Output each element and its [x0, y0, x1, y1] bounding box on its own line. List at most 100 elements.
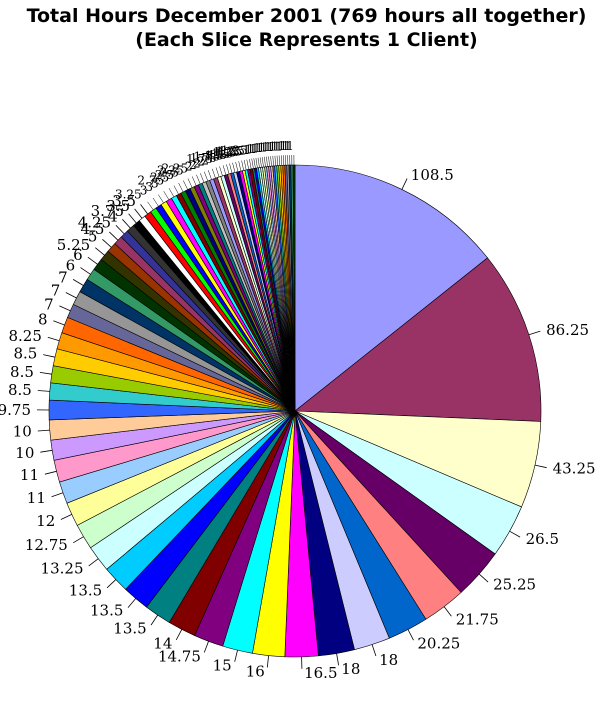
- leader-line: [215, 167, 220, 178]
- leader-line: [44, 470, 57, 475]
- slice-label: 1.75: [190, 151, 217, 165]
- slice-label: 4.5: [81, 220, 105, 238]
- slice-label: 3.5: [106, 197, 130, 215]
- leader-line: [266, 655, 269, 668]
- slice-label: 1: [249, 142, 257, 156]
- slice-label: 2.75: [137, 174, 164, 188]
- leader-line: [53, 320, 65, 326]
- leader-line: [280, 155, 283, 166]
- leader-line: [128, 213, 137, 224]
- leader-line: [183, 180, 188, 190]
- leader-line: [226, 164, 230, 175]
- slice-label: 1: [247, 142, 255, 156]
- leader-line: [72, 536, 84, 544]
- leader-line: [59, 305, 71, 312]
- slice-label: 7: [58, 268, 68, 286]
- slice-label: 1: [242, 143, 250, 157]
- leader-line: [43, 354, 56, 358]
- slice-label: 2.5: [155, 168, 174, 182]
- leader-line: [122, 219, 131, 229]
- slice-label: 1.25: [215, 144, 242, 158]
- leader-line: [401, 178, 408, 190]
- slice-label: 2: [193, 156, 201, 170]
- slice-label: 1: [262, 140, 270, 154]
- leader-line: [283, 155, 285, 166]
- leader-line: [249, 159, 252, 169]
- leader-line: [173, 185, 179, 195]
- leader-line: [72, 279, 84, 286]
- slice-label: 16.5: [304, 664, 337, 682]
- leader-line: [266, 156, 268, 167]
- leader-line: [268, 156, 270, 167]
- leader-line: [238, 161, 242, 172]
- leader-line: [246, 159, 249, 170]
- slice-label: 14.75: [158, 647, 201, 665]
- slice-label: 1: [273, 139, 281, 153]
- slice-label: 10: [15, 444, 34, 462]
- slice-label: 1: [277, 139, 285, 153]
- slice-label: 12: [36, 512, 55, 530]
- slice-label: 2: [201, 153, 209, 167]
- slice-label: 43.25: [553, 460, 596, 478]
- leader-line: [115, 225, 125, 235]
- slice-label: 1: [251, 142, 259, 156]
- slice-label: 108.5: [411, 166, 454, 184]
- leader-line: [88, 558, 99, 567]
- leader-line: [261, 157, 264, 168]
- slice-label: 1.5: [217, 146, 236, 160]
- leader-line: [234, 650, 238, 662]
- leader-line: [219, 166, 223, 176]
- leader-line: [232, 162, 236, 173]
- slice-label: 4.25: [78, 213, 111, 231]
- slice-label: 1: [258, 141, 266, 155]
- slice-label: 25.25: [493, 576, 536, 594]
- slice-label: 5.25: [57, 236, 90, 254]
- pie-slice: [294, 164, 488, 412]
- slice-label: 1.25: [213, 145, 240, 159]
- leader-line: [203, 641, 209, 653]
- leader-line: [187, 178, 193, 188]
- leader-line: [60, 514, 72, 520]
- leader-line: [528, 330, 541, 336]
- slice-label: 13.25: [41, 559, 84, 577]
- leader-line: [276, 155, 278, 166]
- slice-label: 16: [246, 663, 265, 681]
- slice-label: 1: [266, 140, 274, 154]
- leader-line: [443, 606, 452, 617]
- leader-line: [51, 492, 64, 498]
- leader-line: [178, 182, 184, 193]
- slice-label: 11: [27, 489, 46, 507]
- leader-line: [147, 201, 154, 211]
- leader-line: [87, 256, 98, 265]
- slice-label: 7: [44, 295, 54, 313]
- leader-line: [140, 204, 149, 215]
- leader-line: [163, 191, 170, 200]
- chart-title: Total Hours December 2001 (769 hours all…: [26, 5, 587, 27]
- slice-label: 18: [341, 660, 360, 678]
- slice-label: 3: [140, 184, 148, 198]
- slice-label: 2.25: [161, 161, 188, 175]
- slice-label: 1: [269, 140, 277, 154]
- slice-label: 1: [245, 143, 253, 157]
- slice-label: 4: [108, 207, 118, 225]
- leader-line: [264, 156, 266, 167]
- leader-line: [65, 292, 77, 299]
- slice-label: 2: [185, 160, 193, 174]
- slice-label: 3: [145, 180, 153, 194]
- leader-line: [407, 629, 414, 641]
- slice-label: 86.25: [546, 321, 589, 339]
- leader-line: [235, 161, 239, 172]
- slice-label: 14: [153, 635, 172, 653]
- slice-label: 1.25: [218, 144, 245, 158]
- leader-line: [274, 155, 276, 166]
- leader-line: [106, 579, 117, 589]
- slice-labels: 108.586.2543.2526.525.2521.7520.25181816…: [0, 139, 596, 682]
- leader-line: [203, 171, 209, 182]
- leader-line: [95, 247, 105, 256]
- leader-line: [211, 168, 216, 179]
- slice-label: 1: [275, 139, 283, 153]
- slice-label: 6: [73, 246, 83, 264]
- pie-slice: [292, 164, 296, 412]
- slice-label: 1: [255, 141, 263, 155]
